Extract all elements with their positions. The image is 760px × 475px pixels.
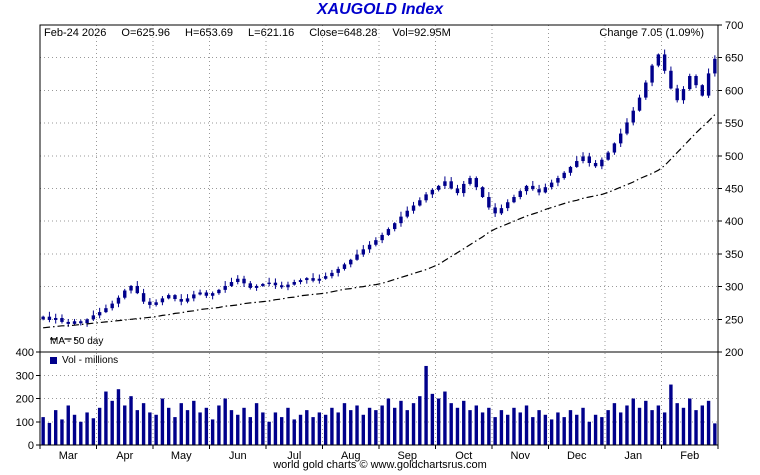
volume-swatch-icon [50,357,57,364]
svg-text:700: 700 [725,20,743,32]
quote-change: Change 7.05 (1.09%) [599,27,704,39]
legend-vol-label: Vol - millions [62,355,119,366]
svg-text:0: 0 [28,440,34,452]
svg-text:400: 400 [725,216,743,228]
volume-axis-labels: 400 300 200 100 0 [16,347,40,452]
svg-text:Jul: Jul [287,450,301,462]
quote-low: L=621.16 [248,27,295,39]
legend-vol: Vol - millions [50,355,118,366]
page-title: XAUGOLD Index [316,1,444,18]
footer-credit: world gold charts © www.goldchartsrus.co… [273,459,487,471]
svg-text:Jun: Jun [229,450,247,462]
svg-text:Aug: Aug [341,450,361,462]
legend-ma: MA - 50 day [50,336,103,347]
svg-text:Oct: Oct [455,450,472,462]
svg-text:Feb: Feb [680,450,699,462]
svg-text:Mar: Mar [59,450,78,462]
month-axis-labels: Mar Apr May Jun Jul Aug Sep Oct Nov Dec Jan Feb [39,445,719,462]
svg-text:200: 200 [16,394,34,406]
quote-open: O=625.96 [121,27,171,39]
quote-close: Close=648.28 [309,27,378,39]
svg-text:300: 300 [725,282,743,294]
svg-text:Nov: Nov [510,450,530,462]
svg-text:Jan: Jan [624,450,642,462]
svg-text:650: 650 [725,53,743,65]
svg-text:Sep: Sep [397,450,417,462]
ma-line-sample-icon [50,338,80,340]
svg-text:Apr: Apr [116,450,133,462]
candles [41,49,717,327]
volume-bars [41,365,717,445]
svg-text:400: 400 [16,347,34,359]
svg-text:200: 200 [725,347,743,359]
svg-text:500: 500 [725,151,743,163]
svg-text:250: 250 [725,314,743,326]
svg-text:550: 550 [725,118,743,130]
legend-ma-label: MA - 50 day [50,336,104,347]
svg-text:450: 450 [725,184,743,196]
svg-text:300: 300 [16,370,34,382]
quote-volume: Vol=92.95M [392,27,451,39]
gridlines [40,25,718,445]
svg-text:100: 100 [16,417,34,429]
svg-text:600: 600 [725,85,743,97]
quote-date: Feb-24 2026 [44,27,107,39]
svg-text:Dec: Dec [567,450,587,462]
ma-line [43,114,716,329]
price-axis-labels: 700 650 600 550 500 450 400 350 300 250 200 [718,20,743,359]
svg-text:350: 350 [725,249,743,261]
svg-text:May: May [171,450,192,462]
